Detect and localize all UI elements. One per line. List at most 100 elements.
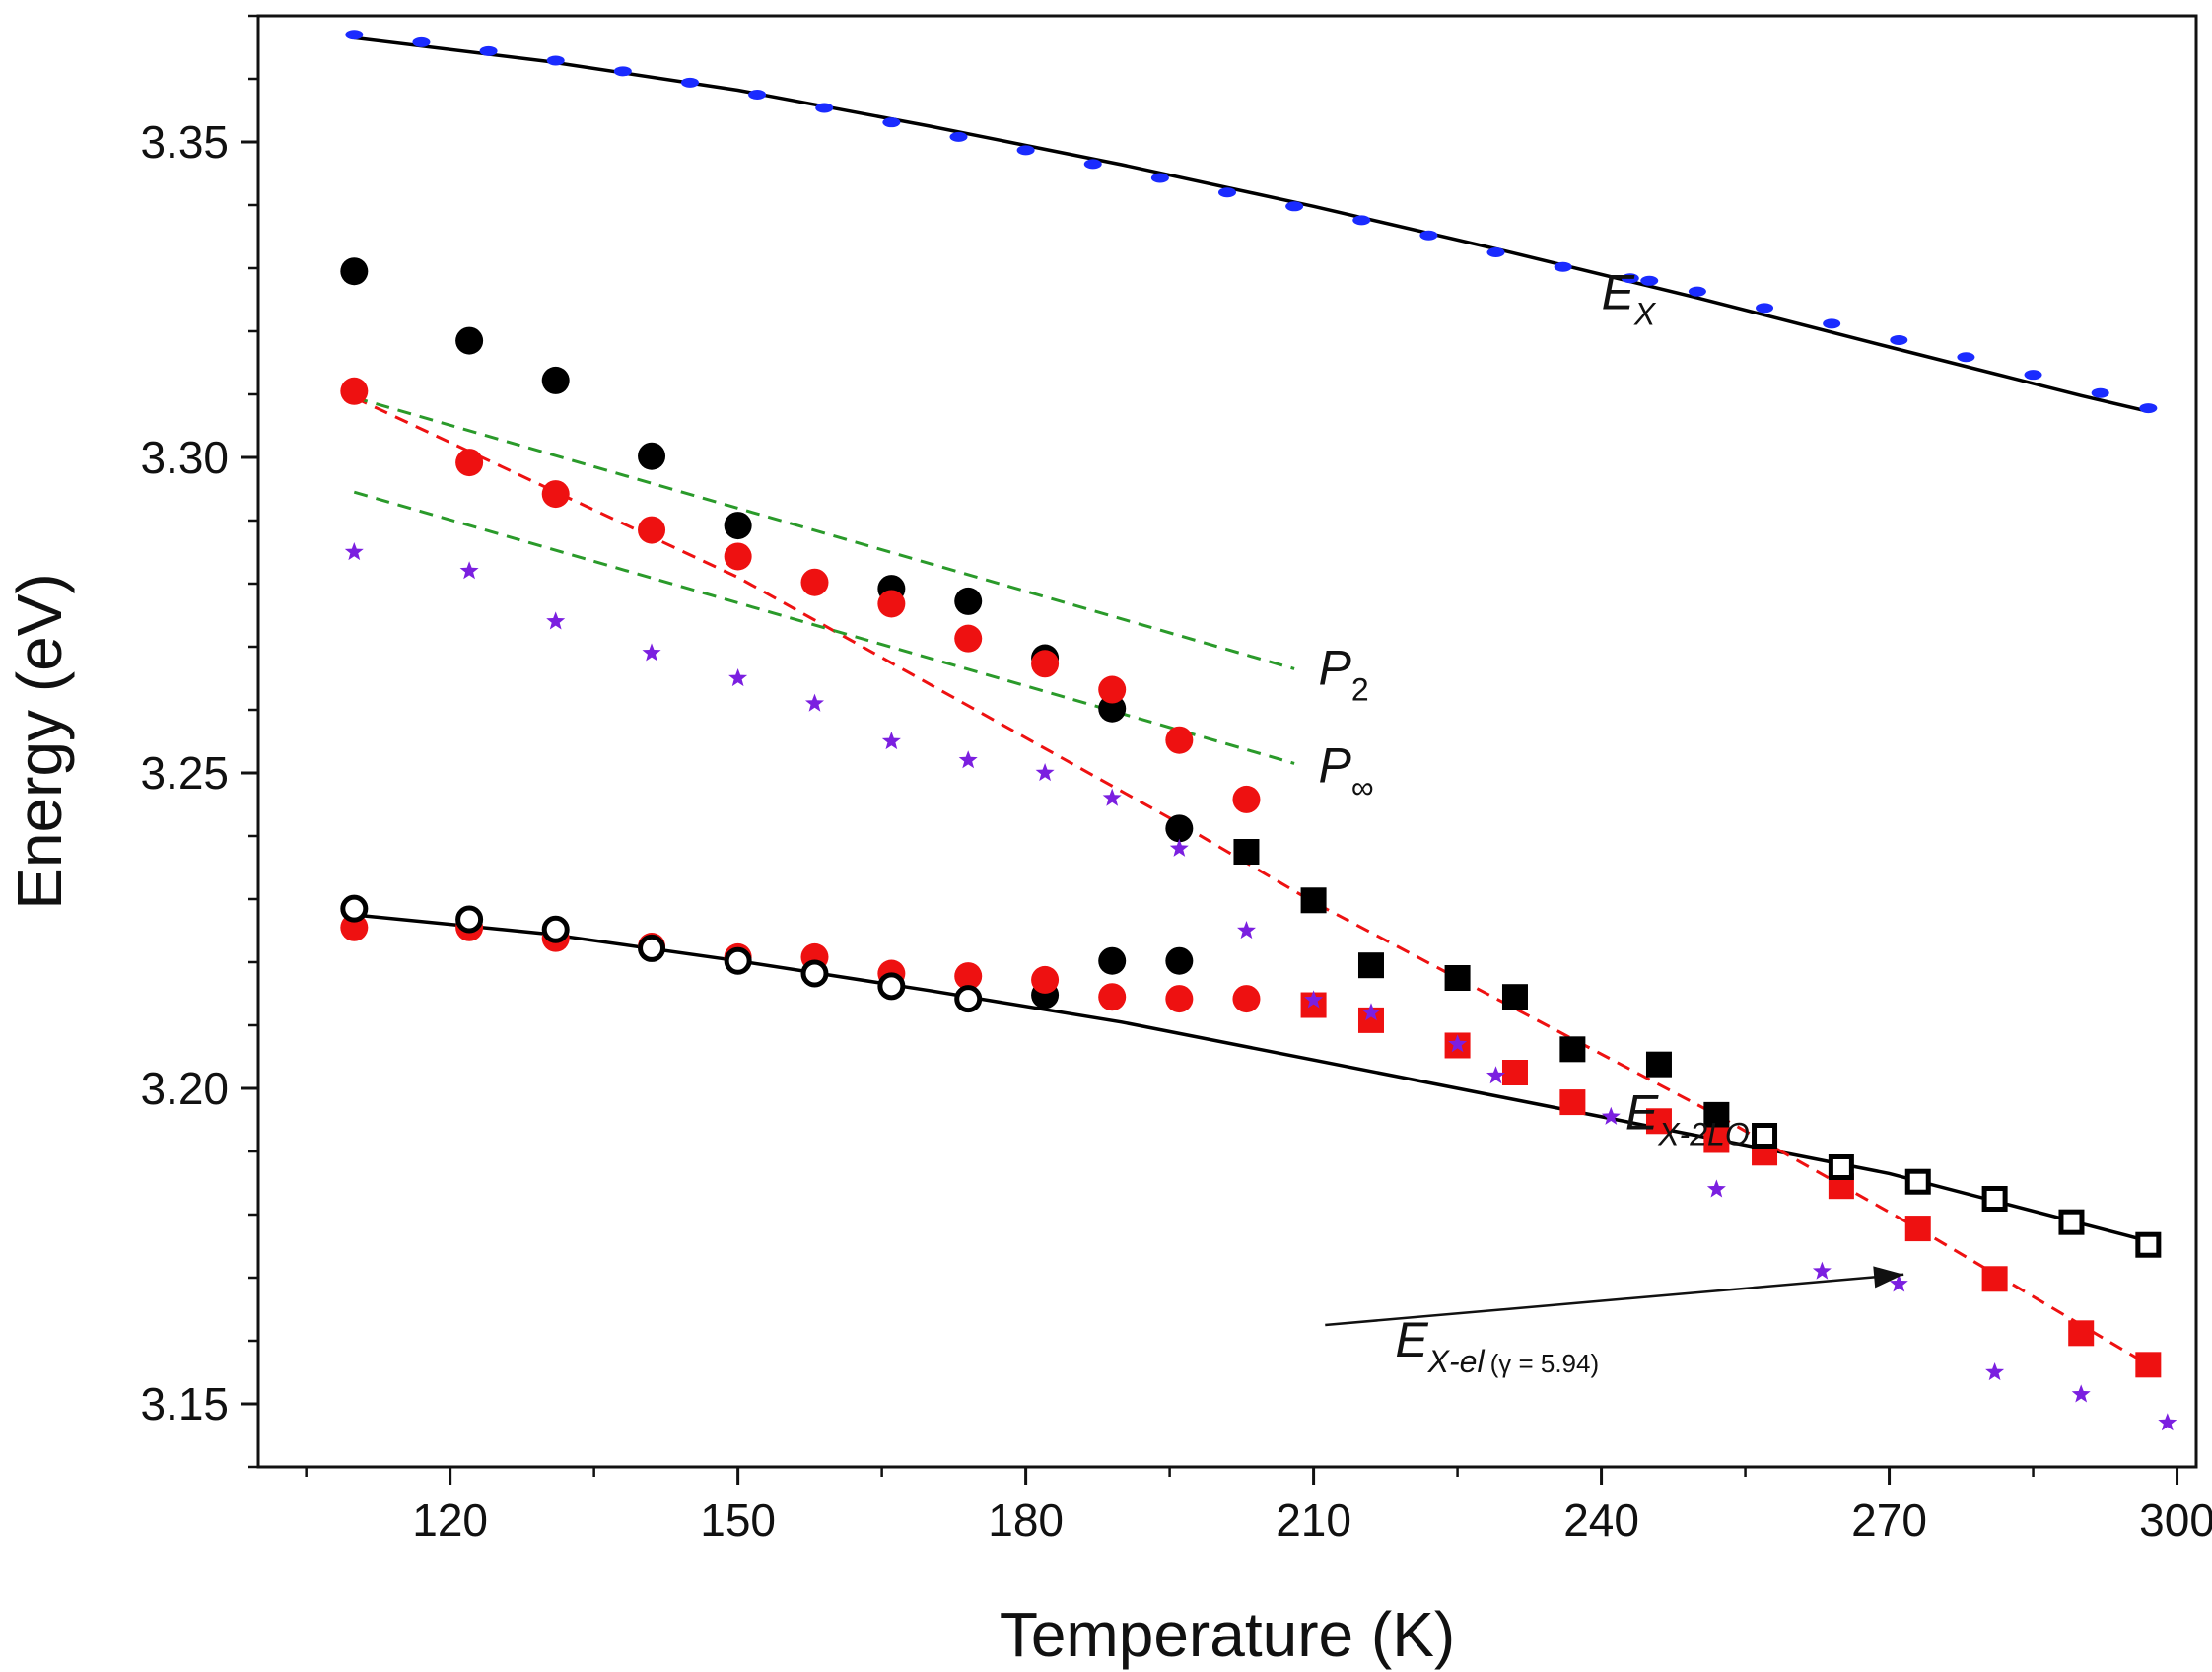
point-purple-stars-9 [1102,788,1122,806]
point-purple-stars-18 [1812,1261,1832,1280]
point-black-open-circles-7 [954,985,983,1013]
point-e-x-data-7 [815,103,834,113]
point-black-solid-circles-upper-1 [455,326,484,355]
x-tick-label-240: 240 [1563,1495,1639,1546]
point-black-solid-squares-7 [1703,1101,1730,1128]
point-black-solid-circles-lower-1 [1098,946,1127,975]
point-black-solid-squares-1 [1300,887,1327,914]
point-purple-stars-6 [881,732,901,750]
point-red-squares-9 [1904,1216,1931,1242]
x-tick-label-180: 180 [988,1495,1064,1546]
point-red-circles-upper-3 [638,516,666,544]
point-black-solid-circles-upper-4 [724,512,752,540]
point-black-solid-circles-upper-8 [1098,694,1127,723]
point-purple-stars-13 [1361,1003,1381,1021]
point-e-x-data-1 [412,36,431,47]
point-red-squares-6 [1703,1127,1730,1153]
point-black-open-squares-3 [1981,1186,2008,1212]
point-red-circles-upper-7 [954,624,983,653]
point-purple-stars-1 [459,561,479,580]
point-purple-stars-5 [805,693,824,712]
annotation-label-2: P∞ [1318,738,1373,805]
point-e-x-data-8 [882,117,901,128]
point-red-circles-lower-8 [1031,965,1060,994]
point-red-circles-lower-10 [1165,985,1194,1013]
point-red-squares-3 [1501,1060,1528,1085]
y-tick-label-3: 3.30 [140,432,229,483]
point-e-x-data-21 [1688,286,1706,297]
annotation-label-1: P2 [1318,640,1368,707]
point-purple-stars-20 [1985,1362,2005,1381]
point-red-circles-upper-8 [1031,650,1060,678]
fit-lines [353,35,2150,1366]
point-purple-stars-7 [958,750,978,769]
plot-border [256,14,2198,1469]
point-black-solid-circles-upper-9 [1165,814,1194,843]
point-e-x-data-12 [1150,173,1169,183]
point-e-x-data-13 [1218,187,1236,198]
point-black-open-squares-4 [2058,1209,2085,1235]
point-black-open-circles-0 [340,894,369,923]
point-e-x-data-18 [1554,261,1572,272]
point-purple-stars-3 [642,643,661,662]
point-red-circles-lower-9 [1098,983,1127,1011]
point-purple-stars-22 [2158,1413,2177,1431]
point-red-circles-upper-2 [541,480,570,509]
point-black-open-circles-3 [638,934,666,962]
point-e-x-data-9 [949,131,968,142]
point-purple-stars-2 [546,611,566,630]
point-e-x-data-25 [1957,352,1975,363]
point-red-circles-lower-7 [954,962,983,991]
y-tick-label-0: 3.15 [140,1378,229,1429]
point-purple-stars-0 [344,542,364,561]
point-e-x-data-4 [613,66,632,77]
annotation-arrow-head [1873,1266,1904,1289]
point-e-x-data-26 [2024,370,2042,381]
point-red-circles-lower-11 [1232,985,1261,1013]
y-tick-label-2: 3.25 [140,747,229,799]
point-purple-stars-4 [728,668,748,687]
point-black-open-squares-5 [2135,1231,2162,1258]
point-e-x-data-14 [1285,201,1304,212]
axes: 120 150 180 210 240 270 300 3.15 3.20 3.25 3.30 3.3… [4,14,2212,1670]
y-tick-label-1: 3.20 [140,1063,229,1114]
point-black-open-circles-5 [800,959,829,988]
y-axis-title: Energy (eV) [4,573,75,909]
point-purple-stars-11 [1237,921,1256,940]
point-e-x-data-28 [2139,403,2158,414]
x-tick-label-300: 300 [2139,1495,2212,1546]
point-red-circles-upper-6 [877,590,906,618]
series-line-e-x-fit [354,35,2149,414]
data-markers [340,30,2177,1431]
point-black-solid-squares-2 [1357,952,1384,979]
point-red-circles-upper-0 [340,377,369,405]
point-e-x-data-19 [1621,273,1639,284]
point-purple-stars-10 [1169,838,1189,857]
point-black-solid-squares-4 [1501,984,1528,1010]
point-black-solid-squares-3 [1444,965,1471,991]
point-e-x-data-2 [479,45,498,56]
x-tick-label-210: 210 [1276,1495,1351,1546]
point-red-circles-upper-4 [724,542,752,571]
y-tick-label-4: 3.35 [140,116,229,168]
point-e-x-data-23 [1823,318,1841,329]
annotation-arrow-line [1325,1273,1904,1327]
point-purple-stars-8 [1035,763,1055,782]
point-red-circles-upper-1 [455,449,484,477]
point-e-x-data-0 [345,30,364,40]
point-red-circles-upper-11 [1232,785,1261,813]
point-e-x-data-22 [1756,303,1774,314]
point-black-solid-squares-6 [1645,1051,1672,1078]
point-black-solid-squares-5 [1559,1036,1586,1063]
point-e-x-data-27 [2091,387,2109,398]
point-red-circles-upper-10 [1165,726,1194,754]
point-purple-stars-19 [1889,1274,1908,1292]
point-black-solid-circles-upper-6 [954,587,983,615]
point-black-solid-squares-0 [1233,839,1260,865]
point-e-x-data-3 [546,55,565,66]
point-e-x-data-15 [1352,215,1371,226]
point-e-x-data-17 [1486,247,1505,257]
point-black-solid-circles-upper-3 [638,442,666,470]
point-purple-stars-15 [1486,1066,1505,1084]
